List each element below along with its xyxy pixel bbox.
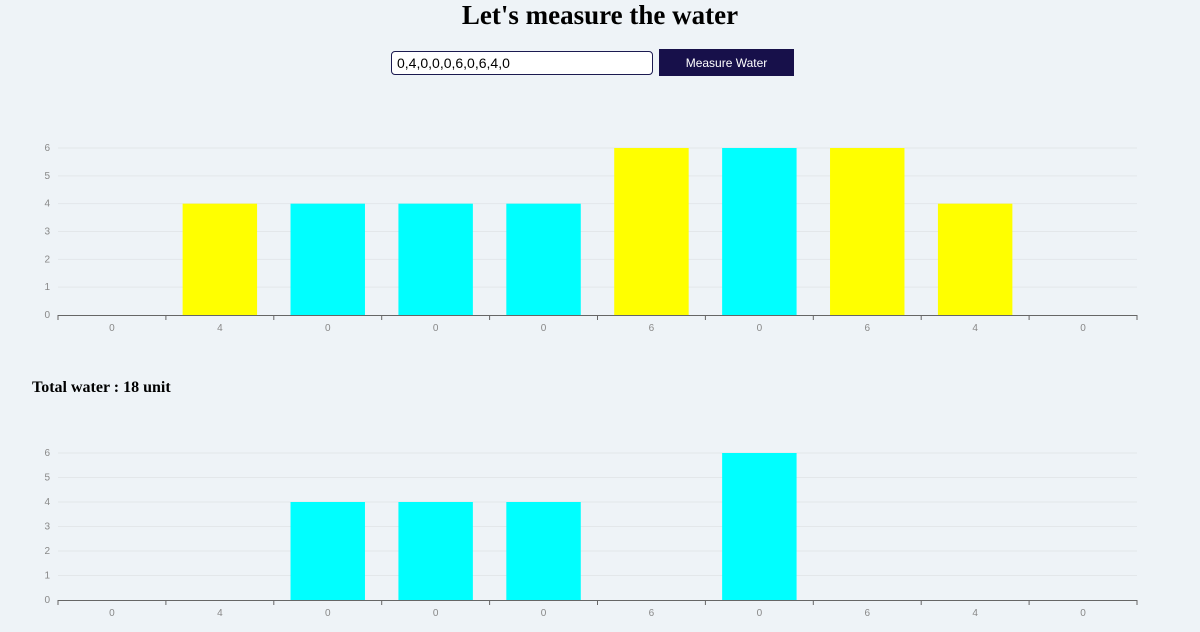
- y-tick-label: 2: [44, 254, 50, 265]
- x-tick-label: 4: [217, 323, 223, 334]
- x-tick-label: 6: [649, 608, 655, 619]
- y-tick-label: 0: [44, 310, 50, 321]
- x-tick-label: 4: [217, 608, 223, 619]
- y-tick-label: 4: [44, 199, 50, 210]
- x-tick-label: 4: [972, 323, 978, 334]
- bar: [506, 502, 581, 600]
- x-tick-label: 0: [325, 608, 331, 619]
- page-title: Let's measure the water: [461, 0, 739, 30]
- x-tick-label: 0: [541, 323, 547, 334]
- total-water-label: Total water : 18 unit: [32, 379, 171, 396]
- bar: [506, 203, 581, 315]
- x-tick-label: 0: [433, 323, 439, 334]
- heights-bar-chart: 0 1 2 3 4 5 6 0 4 0 0 0 6 0 6 4 0: [0, 130, 1200, 340]
- y-tick-label: 2: [44, 546, 50, 557]
- bar: [182, 203, 258, 315]
- x-tick-label: 0: [1080, 608, 1086, 619]
- x-tick-label: 0: [325, 323, 331, 334]
- x-tick-label: 0: [433, 608, 439, 619]
- bar: [830, 148, 905, 315]
- heights-chart-svg: 0 1 2 3 4 5 6 0 4 0 0 0 6 0 6 4 0: [44, 143, 1138, 334]
- x-tick-label: 6: [864, 608, 870, 619]
- water-chart-svg: 0 1 2 3 4 5 6 0 4 0 0 0 6 0 6 4 0: [44, 448, 1138, 619]
- heights-input[interactable]: [391, 50, 653, 75]
- controls-row: Measure Water: [391, 49, 794, 76]
- y-tick-label: 5: [44, 171, 50, 182]
- y-tick-label: 3: [44, 522, 50, 533]
- bar: [722, 148, 797, 315]
- y-tick-label: 1: [44, 282, 50, 293]
- y-tick-label: 1: [44, 571, 50, 582]
- x-tick-label: 0: [541, 608, 547, 619]
- x-tick-label: 0: [757, 323, 763, 334]
- y-tick-label: 0: [44, 595, 50, 606]
- water-bar-chart: 0 1 2 3 4 5 6 0 4 0 0 0 6 0 6 4 0: [0, 437, 1200, 627]
- bar: [398, 502, 473, 600]
- x-tick-label: 4: [972, 608, 978, 619]
- y-tick-label: 4: [44, 497, 50, 508]
- x-tick-label: 6: [649, 323, 655, 334]
- bar: [398, 203, 473, 315]
- bar: [290, 203, 365, 315]
- y-tick-label: 6: [44, 143, 50, 154]
- x-tick-label: 0: [109, 323, 115, 334]
- bar: [937, 203, 1013, 315]
- measure-water-button[interactable]: Measure Water: [659, 49, 794, 76]
- x-tick-label: 0: [757, 608, 763, 619]
- bar: [722, 453, 797, 600]
- x-tick-label: 6: [864, 323, 870, 334]
- y-tick-label: 5: [44, 473, 50, 484]
- x-tick-label: 0: [1080, 323, 1086, 334]
- bar: [290, 502, 365, 600]
- bar: [614, 148, 689, 315]
- y-tick-label: 3: [44, 227, 50, 238]
- y-tick-label: 6: [44, 448, 50, 459]
- x-tick-label: 0: [109, 608, 115, 619]
